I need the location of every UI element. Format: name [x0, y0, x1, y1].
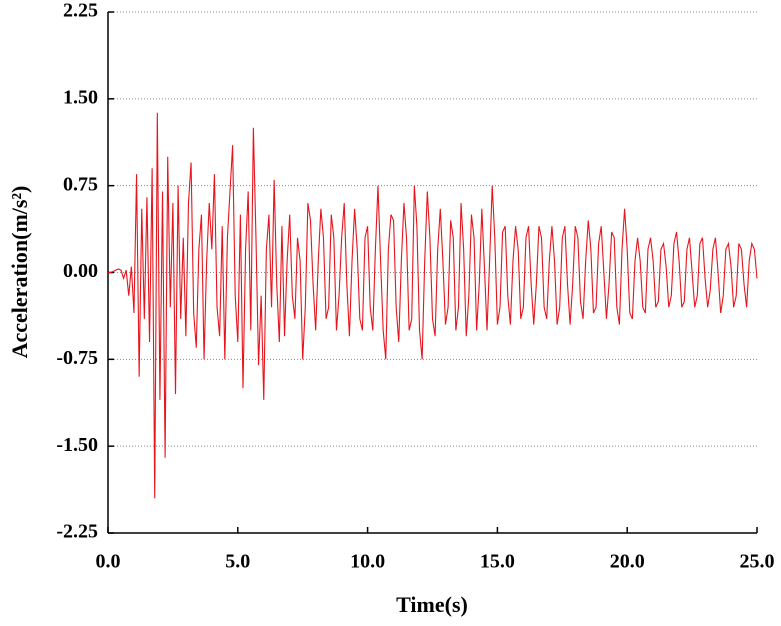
x-tick-label: 0.0: [96, 551, 121, 573]
x-tick-label: 15.0: [480, 551, 515, 573]
y-tick-label: -1.50: [56, 434, 98, 456]
x-tick-label: 25.0: [740, 551, 775, 573]
y-axis-label: Acceleration(m/s²): [7, 186, 32, 359]
x-tick-label: 10.0: [350, 551, 385, 573]
y-tick-label: 0.75: [63, 173, 98, 195]
x-axis-label: Time(s): [396, 592, 468, 617]
y-tick-label: 2.25: [63, 0, 98, 22]
series-line: [108, 112, 758, 499]
x-tick-label: 20.0: [610, 551, 645, 573]
x-tick-label: 5.0: [225, 551, 250, 573]
y-tick-label: 0.00: [63, 260, 98, 282]
y-tick-label: -0.75: [56, 347, 98, 369]
y-tick-label: -2.25: [56, 521, 98, 543]
y-tick-label: 1.50: [63, 86, 98, 108]
